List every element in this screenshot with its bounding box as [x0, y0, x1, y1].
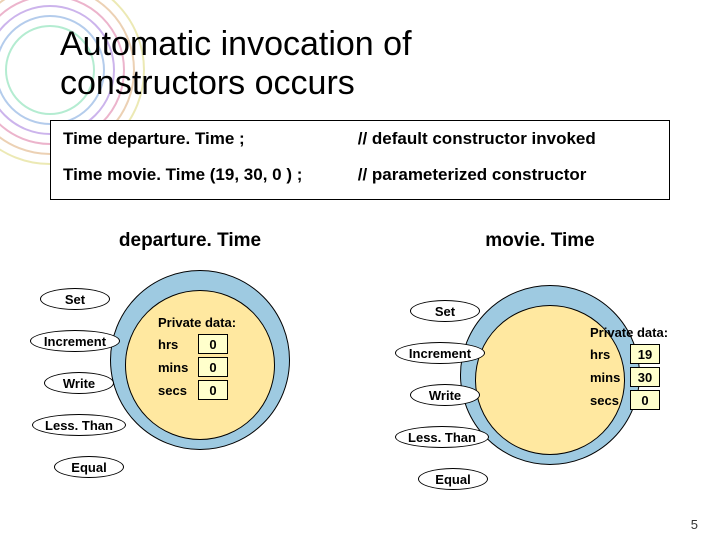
oval-increment: Increment — [395, 342, 485, 364]
field-mins: mins — [590, 370, 624, 385]
oval-increment: Increment — [30, 330, 120, 352]
diagram-title-right: movie. Time — [380, 230, 700, 252]
value-mins: 30 — [630, 367, 660, 387]
oval-equal: Equal — [54, 456, 124, 478]
code-line1-right: // default constructor invoked — [358, 129, 596, 149]
oval-lessthan: Less. Than — [32, 414, 126, 436]
private-data-left: Private data: hrs 0 mins 0 secs 0 — [158, 315, 236, 403]
diagram-departure: departure. Time Set Increment Write Less… — [30, 230, 350, 520]
oval-equal: Equal — [418, 468, 488, 490]
value-secs: 0 — [630, 390, 660, 410]
private-data-label: Private data: — [590, 325, 668, 340]
diagram-title-left: departure. Time — [30, 230, 350, 252]
slide-title: Automatic invocation of constructors occ… — [60, 25, 412, 103]
field-mins: mins — [158, 360, 192, 375]
diagrams-row: departure. Time Set Increment Write Less… — [30, 230, 700, 520]
value-hrs: 19 — [630, 344, 660, 364]
code-line1-left: Time departure. Time ; — [63, 129, 353, 149]
value-hrs: 0 — [198, 334, 228, 354]
oval-write: Write — [44, 372, 114, 394]
title-line-2: constructors occurs — [60, 64, 412, 103]
code-box: Time departure. Time ; // default constr… — [50, 120, 670, 200]
private-data-label: Private data: — [158, 315, 236, 330]
value-secs: 0 — [198, 380, 228, 400]
private-data-right: Private data: hrs 19 mins 30 secs 0 — [590, 325, 668, 413]
code-line2-left: Time movie. Time (19, 30, 0 ) ; — [63, 165, 353, 185]
field-hrs: hrs — [158, 337, 192, 352]
field-secs: secs — [158, 383, 192, 398]
oval-write: Write — [410, 384, 480, 406]
field-hrs: hrs — [590, 347, 624, 362]
oval-lessthan: Less. Than — [395, 426, 489, 448]
oval-set: Set — [410, 300, 480, 322]
oval-set: Set — [40, 288, 110, 310]
title-line-1: Automatic invocation of — [60, 25, 412, 64]
value-mins: 0 — [198, 357, 228, 377]
field-secs: secs — [590, 393, 624, 408]
diagram-movie: movie. Time Set Increment Write Less. Th… — [380, 230, 700, 520]
code-line2-right: // parameterized constructor — [358, 165, 587, 185]
